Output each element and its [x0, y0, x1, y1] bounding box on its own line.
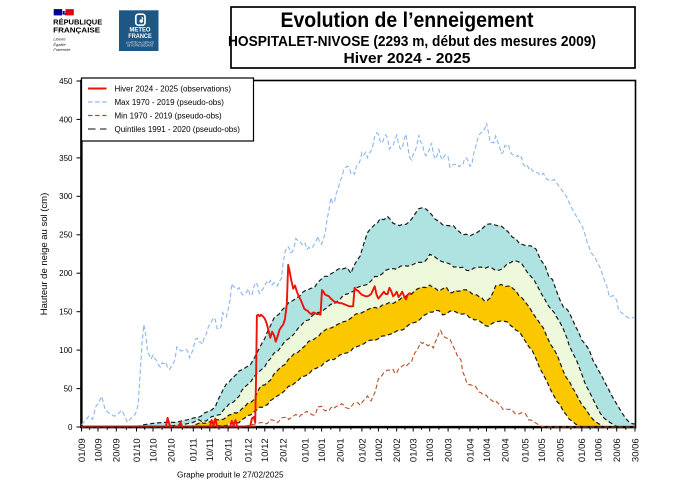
- svg-text:01/10: 01/10: [132, 438, 143, 462]
- svg-text:01/04: 01/04: [465, 438, 476, 462]
- svg-text:HOSPITALET-NIVOSE (2293 m, déb: HOSPITALET-NIVOSE (2293 m, début des mes…: [228, 33, 596, 50]
- svg-text:20/02: 20/02: [392, 438, 403, 462]
- svg-text:20/05: 20/05: [555, 438, 566, 462]
- svg-text:20/06: 20/06: [612, 438, 623, 462]
- svg-text:01/02: 01/02: [357, 438, 368, 462]
- svg-text:FRANCE: FRANCE: [128, 33, 152, 40]
- svg-text:10/06: 10/06: [594, 438, 605, 462]
- svg-text:10/04: 10/04: [482, 438, 493, 462]
- svg-text:Evolution de l’enneigement: Evolution de l’enneigement: [281, 9, 534, 32]
- svg-text:LA MÉTÉO AU SERVICE: LA MÉTÉO AU SERVICE: [126, 42, 154, 45]
- svg-text:20/11: 20/11: [224, 438, 235, 461]
- svg-text:20/12: 20/12: [279, 438, 290, 462]
- svg-text:01/03: 01/03: [409, 438, 420, 462]
- svg-text:10/11: 10/11: [205, 438, 216, 461]
- svg-text:01/12: 01/12: [244, 438, 255, 462]
- svg-text:10/03: 10/03: [425, 438, 436, 462]
- svg-text:Fraternité: Fraternité: [53, 47, 71, 52]
- svg-text:150: 150: [59, 308, 73, 317]
- svg-text:FRANÇAISE: FRANÇAISE: [53, 25, 100, 34]
- svg-text:Graphe produit le 27/02/2025: Graphe produit le 27/02/2025: [177, 471, 284, 480]
- svg-text:Max 1970 - 2019 (pseudo-obs): Max 1970 - 2019 (pseudo-obs): [115, 98, 225, 107]
- svg-text:450: 450: [59, 77, 73, 86]
- svg-text:Min 1970 - 2019 (pseudo-obs): Min 1970 - 2019 (pseudo-obs): [115, 111, 223, 120]
- svg-text:Égalité: Égalité: [53, 42, 66, 47]
- svg-text:DE VOTRE SÉCURITÉ: DE VOTRE SÉCURITÉ: [127, 45, 153, 48]
- svg-text:10/02: 10/02: [374, 438, 385, 462]
- svg-text:Hiver 2024 - 2025: Hiver 2024 - 2025: [344, 50, 471, 67]
- svg-text:01/09: 01/09: [77, 438, 88, 462]
- svg-text:01/11: 01/11: [189, 438, 200, 461]
- svg-text:10/10: 10/10: [148, 438, 159, 462]
- svg-text:METEO: METEO: [130, 26, 151, 33]
- svg-text:Quintiles 1991 - 2020 (pseudo-: Quintiles 1991 - 2020 (pseudo-obs): [115, 125, 241, 134]
- svg-text:01/01: 01/01: [301, 438, 312, 462]
- svg-text:20/09: 20/09: [112, 438, 123, 462]
- svg-text:20/04: 20/04: [500, 438, 511, 462]
- svg-text:100: 100: [59, 346, 73, 355]
- svg-text:Liberté: Liberté: [53, 36, 66, 41]
- svg-text:RÉPUBLIQUE: RÉPUBLIQUE: [53, 17, 102, 26]
- svg-text:10/12: 10/12: [260, 438, 271, 462]
- svg-text:20/10: 20/10: [167, 438, 178, 462]
- svg-text:Hauteur de neige au sol (cm): Hauteur de neige au sol (cm): [39, 193, 50, 316]
- svg-text:200: 200: [59, 269, 73, 278]
- svg-text:300: 300: [59, 192, 73, 201]
- svg-text:400: 400: [59, 115, 73, 124]
- svg-text:20/01: 20/01: [335, 438, 346, 462]
- svg-text:10/09: 10/09: [93, 438, 104, 462]
- svg-text:20/03: 20/03: [444, 438, 455, 462]
- svg-text:0: 0: [68, 423, 73, 432]
- svg-text:10/05: 10/05: [537, 438, 548, 462]
- svg-text:Hiver 2024 - 2025 (observation: Hiver 2024 - 2025 (observations): [115, 84, 232, 93]
- svg-text:350: 350: [59, 154, 73, 163]
- svg-text:01/05: 01/05: [520, 438, 531, 462]
- svg-text:10/01: 10/01: [317, 438, 328, 462]
- svg-text:250: 250: [59, 231, 73, 240]
- svg-text:30/06: 30/06: [630, 438, 641, 462]
- svg-text:01/06: 01/06: [577, 438, 588, 462]
- svg-text:50: 50: [64, 385, 73, 394]
